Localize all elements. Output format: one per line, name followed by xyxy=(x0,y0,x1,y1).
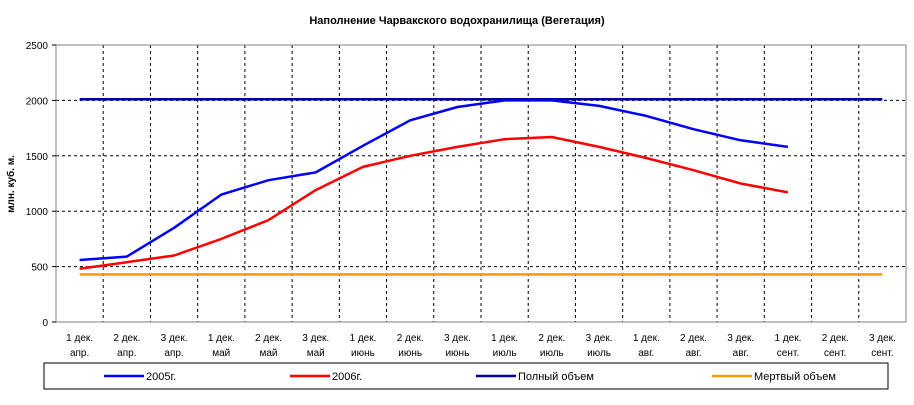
x-tick-label-decade: 3 дек. xyxy=(161,333,188,344)
legend-item-2005-label: 2005г. xyxy=(146,371,176,383)
x-tick-label-month: июнь xyxy=(398,348,422,359)
x-tick-label-month: июнь xyxy=(445,348,469,359)
x-tick-label-month: сент. xyxy=(777,348,799,359)
series-lines xyxy=(79,98,883,276)
x-tick-label-month: апр. xyxy=(164,348,183,359)
x-tick-label-month: авг. xyxy=(685,348,701,359)
y-axis-label: млн. куб. м. xyxy=(5,155,17,213)
y-axis-ticks: 0 500 1000 1500 2000 2500 xyxy=(26,41,56,329)
x-tick-label-decade: 3 дек. xyxy=(727,333,754,344)
legend: 2005г. 2006г. Полный объем Мертвый объем xyxy=(43,362,889,390)
x-tick-label-month: июль xyxy=(587,348,611,359)
x-tick-label-month: май xyxy=(212,348,230,359)
legend-item-2006-label: 2006г. xyxy=(332,371,362,383)
y-tick-label: 1500 xyxy=(26,152,49,163)
x-tick-label-decade: 1 дек. xyxy=(208,333,235,344)
x-tick-label-decade: 2 дек. xyxy=(255,333,282,344)
x-tick-label-decade: 1 дек. xyxy=(633,333,660,344)
series-2005-line xyxy=(79,99,789,262)
x-tick-label-decade: 2 дек. xyxy=(113,333,140,344)
x-tick-label-decade: 2 дек. xyxy=(680,333,707,344)
x-tick-label-month: сент. xyxy=(824,348,846,359)
chart-title: Наполнение Чарвакского водохранилища (Ве… xyxy=(309,15,605,27)
x-tick-label-month: июнь xyxy=(351,348,375,359)
x-tick-label-decade: 2 дек. xyxy=(538,333,565,344)
x-tick-label-decade: 2 дек. xyxy=(397,333,424,344)
x-tick-label-month: май xyxy=(307,348,325,359)
x-tick-label-decade: 3 дек. xyxy=(586,333,613,344)
x-tick-label-decade: 2 дек. xyxy=(822,333,849,344)
x-tick-label-month: май xyxy=(259,348,277,359)
x-tick-label-decade: 3 дек. xyxy=(869,333,896,344)
y-tick-label: 2500 xyxy=(26,41,49,52)
legend-item-dead-volume-label: Мертвый объем xyxy=(754,371,836,383)
y-tick-label: 0 xyxy=(42,318,48,329)
x-tick-label-month: июль xyxy=(493,348,517,359)
x-tick-label-month: апр. xyxy=(70,348,89,359)
grid-lines xyxy=(56,45,906,322)
legend-item-full-volume-label: Полный объем xyxy=(518,371,594,383)
x-tick-label-month: июль xyxy=(540,348,564,359)
x-tick-label-decade: 3 дек. xyxy=(444,333,471,344)
y-tick-label: 500 xyxy=(31,263,48,274)
y-tick-label: 1000 xyxy=(26,207,49,218)
x-tick-label-decade: 1 дек. xyxy=(491,333,518,344)
x-tick-label-month: сент. xyxy=(871,348,893,359)
x-tick-label-month: авг. xyxy=(638,348,654,359)
series-2006-line xyxy=(79,135,789,271)
x-tick-label-decade: 3 дек. xyxy=(302,333,329,344)
x-tick-label-decade: 1 дек. xyxy=(774,333,801,344)
x-tick-label-decade: 1 дек. xyxy=(66,333,93,344)
x-tick-label-decade: 1 дек. xyxy=(349,333,376,344)
x-axis-ticks: 1 дек. апр. 2 дек. апр. 3 дек. апр. 1 дек. май 2… xyxy=(66,333,896,359)
x-tick-label-month: апр. xyxy=(117,348,136,359)
y-tick-label: 2000 xyxy=(26,96,49,107)
plot-area xyxy=(55,44,907,323)
x-tick-label-month: авг. xyxy=(733,348,749,359)
